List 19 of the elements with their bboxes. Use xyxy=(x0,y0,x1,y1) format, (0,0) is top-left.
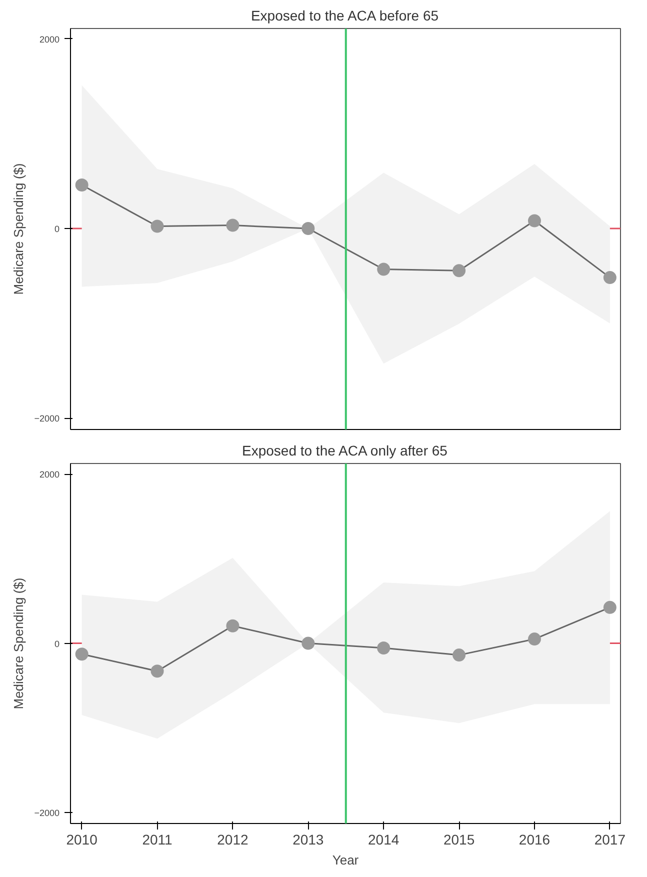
x-tick-label: 2014 xyxy=(368,832,400,848)
chart-title: Exposed to the ACA only after 65 xyxy=(242,442,448,458)
x-tick-label: 2010 xyxy=(66,832,98,848)
y-axis-title: Medicare Spending ($) xyxy=(11,163,26,295)
y-tick-label: 2000 xyxy=(39,34,60,44)
x-tick-label: 2015 xyxy=(443,832,475,848)
y-tick-label: 0 xyxy=(54,638,60,649)
x-axis-title: Year xyxy=(332,852,360,868)
y-tick-label: −2000 xyxy=(34,808,60,818)
chart-title: Exposed to the ACA before 65 xyxy=(250,8,439,24)
y-axis-title: Medicare Spending ($) xyxy=(11,578,26,710)
x-tick-label: 2011 xyxy=(142,832,173,848)
x-tick-label: 2012 xyxy=(217,832,248,848)
y-tick-label: 2000 xyxy=(39,470,60,480)
x-tick-label: 2013 xyxy=(292,832,324,848)
y-tick-label: −2000 xyxy=(34,414,60,424)
x-tick-label: 2017 xyxy=(594,832,626,848)
y-tick-label: 0 xyxy=(54,224,60,234)
x-tick-label: 2016 xyxy=(518,832,550,848)
